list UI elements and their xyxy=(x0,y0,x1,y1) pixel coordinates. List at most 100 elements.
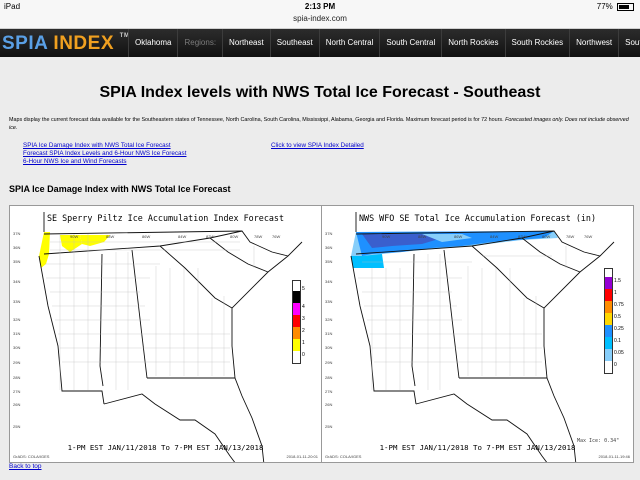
scale-label: 1 xyxy=(302,340,305,346)
lat-label-36n: 36N xyxy=(13,245,20,250)
lat-label-35n: 35N xyxy=(325,259,332,264)
nav-item-south-central[interactable]: South Central xyxy=(379,29,441,57)
map-footer-credit: GrADS: COLA/IGES xyxy=(325,454,362,459)
scale-label: 0.25 xyxy=(614,326,624,332)
lat-label-37n: 37N xyxy=(13,231,20,236)
lon-label-86w: 86W xyxy=(142,234,150,239)
lat-label-26n: 26N xyxy=(13,402,20,407)
lat-label-25n: 25N xyxy=(325,424,332,429)
lat-label-30n: 30N xyxy=(325,345,332,350)
county-lines xyxy=(45,234,255,390)
lon-axis-labels: 90W 88W 86W 84W 82W 80W 78W 76W xyxy=(70,234,280,239)
map-title: SE Sperry Piltz Ice Accumulation Index F… xyxy=(47,213,284,223)
nav-item-oklahoma[interactable]: Oklahoma xyxy=(128,29,177,57)
clock: 2:13 PM xyxy=(304,2,336,11)
nav-item-north-central[interactable]: North Central xyxy=(318,29,380,57)
scale-label: 0.5 xyxy=(614,314,621,320)
page-description: Maps display the current forecast data a… xyxy=(9,116,633,132)
back-to-top-wrap: Back to top xyxy=(9,463,42,470)
state-borders xyxy=(38,212,303,462)
logo-text-index: INDEX xyxy=(53,33,114,54)
map-footer-credit: GrADS: COLA/IGES xyxy=(13,454,50,459)
lon-label-88w: 88W xyxy=(418,234,426,239)
lat-label-37n: 37N xyxy=(325,231,332,236)
nav-item-south-rockies[interactable]: South Rockies xyxy=(504,29,570,57)
nav-item-southeast[interactable]: Southeast xyxy=(269,29,319,57)
battery-percent: 77% xyxy=(596,2,613,11)
scale-label: 0.75 xyxy=(614,302,624,308)
lat-label-26n: 26N xyxy=(325,402,332,407)
lat-label-27n: 27N xyxy=(325,389,332,394)
nws-ice-forecast-map[interactable]: NWS WFO SE Total Ice Accumulation Foreca… xyxy=(321,205,634,463)
scale-label: 1.5 xyxy=(614,278,621,284)
lat-label-32n: 32N xyxy=(325,317,332,322)
southeast-map-graphic: 37N 36N 35N 34N 33N 32N 31N 30N 29N 28N … xyxy=(13,212,303,462)
spia-index-logo[interactable]: SPIA INDEX TM xyxy=(2,33,129,55)
max-ice-note: Max Ice: 0.34" xyxy=(577,438,620,444)
scale-label: 3 xyxy=(302,316,305,322)
logo-tm: TM xyxy=(119,33,130,39)
description-note: Forecasted images only. Does not include… xyxy=(9,117,629,131)
nav-item-northwest[interactable]: Northwest xyxy=(569,29,618,57)
region-menu: Oklahoma Regions: Northeast Southeast No… xyxy=(128,29,640,57)
nav-item-north-rockies[interactable]: North Rockies xyxy=(441,29,504,57)
lat-axis-labels: 37N 36N 35N 34N 33N 32N 31N 30N 29N 28N … xyxy=(325,231,332,429)
back-to-top-link[interactable]: Back to top xyxy=(9,463,42,470)
scale-label: 2 xyxy=(302,328,305,334)
url-text[interactable]: spia-index.com xyxy=(293,14,347,23)
lon-label-84w: 84W xyxy=(178,234,186,239)
lat-label-33n: 33N xyxy=(325,299,332,304)
lat-label-25n: 25N xyxy=(13,424,20,429)
map-footer-timestamp: 2018-01-11-20:01 xyxy=(286,454,318,459)
lat-label-36n: 36N xyxy=(325,245,332,250)
browser-address-bar[interactable]: spia-index.com xyxy=(0,13,640,29)
link-forecast-spia-levels[interactable]: Forecast SPIA Index Levels and 6-Hour NW… xyxy=(23,150,187,157)
lat-label-32n: 32N xyxy=(13,317,20,322)
lon-label-90w: 90W xyxy=(382,234,390,239)
scale-label: 0.05 xyxy=(614,350,624,356)
nav-label-regions: Regions: xyxy=(177,29,222,57)
link-spia-detailed[interactable]: Click to view SPIA Index Detailed xyxy=(271,142,364,149)
section-heading: SPIA Ice Damage Index with NWS Total Ice… xyxy=(9,184,231,194)
page-title: SPIA Index levels with NWS Total Ice For… xyxy=(99,84,541,101)
nav-item-southwest[interactable]: Southwest xyxy=(618,29,640,57)
spia-index-map[interactable]: SE Sperry Piltz Ice Accumulation Index F… xyxy=(9,205,322,463)
lat-label-34n: 34N xyxy=(325,279,332,284)
state-borders xyxy=(350,212,615,462)
site-nav-bar: SPIA INDEX TM Oklahoma Regions: Northeas… xyxy=(0,29,640,57)
ice-color-scale xyxy=(604,268,613,374)
lon-label-88w: 88W xyxy=(106,234,114,239)
spia-color-scale xyxy=(292,280,301,364)
lon-label-84w: 84W xyxy=(490,234,498,239)
map-time-caption: 1-PM EST JAN/11/2018 To 7-PM EST JAN/13/… xyxy=(379,443,576,452)
logo-text-spia: SPIA xyxy=(2,33,48,54)
scale-label: 5 xyxy=(302,286,305,292)
lat-label-31n: 31N xyxy=(13,331,20,336)
lon-label-86w: 86W xyxy=(454,234,462,239)
lat-axis-labels: 37N 36N 35N 34N 33N 32N 31N 30N 29N 28N … xyxy=(13,231,20,429)
link-ice-damage-index[interactable]: SPIA Ice Damage Index with NWS Total Ice… xyxy=(23,142,171,149)
lon-axis-labels: 90W 88W 86W 84W 82W 80W 78W 76W xyxy=(382,234,592,239)
southeast-map-graphic: 37N 36N 35N 34N 33N 32N 31N 30N 29N 28N … xyxy=(325,212,615,462)
lon-label-90w: 90W xyxy=(70,234,78,239)
scale-label: 0 xyxy=(302,352,305,358)
county-lines xyxy=(358,246,567,390)
lat-label-29n: 29N xyxy=(13,360,20,365)
lat-label-29n: 29N xyxy=(325,360,332,365)
lat-label-35n: 35N xyxy=(13,259,20,264)
lat-label-28n: 28N xyxy=(13,375,20,380)
battery-indicator: 77% xyxy=(597,2,634,11)
device-label: iPad xyxy=(4,2,21,11)
lon-label-76w: 76W xyxy=(272,234,280,239)
lon-label-78w: 78W xyxy=(254,234,262,239)
link-6hr-ice-wind[interactable]: 6-Hour NWS Ice and Wind Forecasts xyxy=(23,158,127,165)
ice-index-level-1-area xyxy=(39,232,110,268)
nav-item-northeast[interactable]: Northeast xyxy=(222,29,270,57)
lat-label-33n: 33N xyxy=(13,299,20,304)
scale-label: 4 xyxy=(302,304,305,310)
detail-link-wrap: Click to view SPIA Index Detailed xyxy=(271,142,364,150)
scale-label: 1 xyxy=(614,290,617,296)
lon-label-78w: 78W xyxy=(566,234,574,239)
lon-label-80w: 80W xyxy=(542,234,550,239)
lon-label-82w: 82W xyxy=(206,234,214,239)
